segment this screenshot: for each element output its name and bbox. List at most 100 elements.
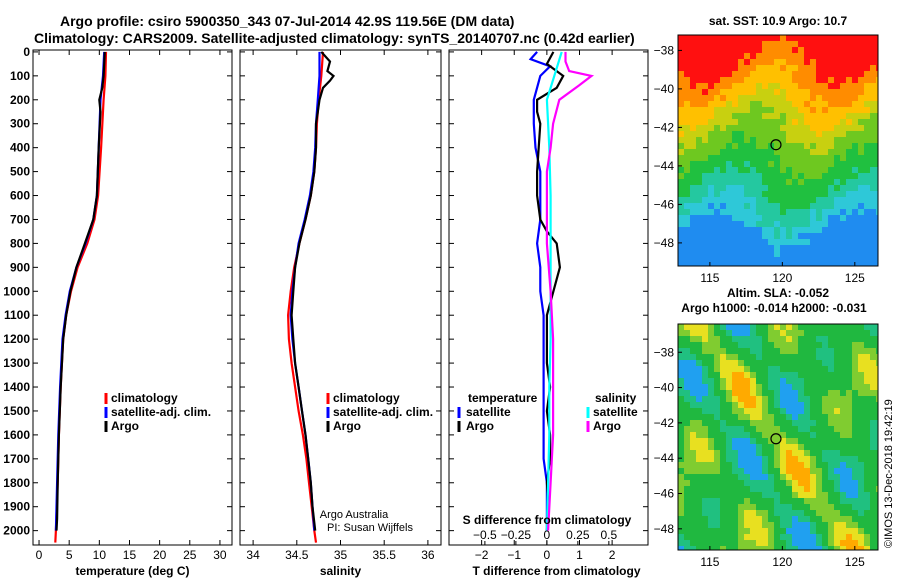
- map-cell: [750, 456, 756, 462]
- map-cell: [678, 161, 684, 167]
- map-cell: [804, 233, 810, 239]
- map-cell: [822, 342, 828, 348]
- map-cell: [744, 89, 750, 95]
- map-cell: [822, 528, 828, 534]
- map-cell: [804, 125, 810, 131]
- map-cell: [858, 390, 864, 396]
- map-cell: [756, 35, 762, 41]
- map-cell: [816, 510, 822, 516]
- map-cell: [708, 414, 714, 420]
- map-cell: [780, 522, 786, 528]
- map-cell: [738, 426, 744, 432]
- map-cell: [750, 498, 756, 504]
- map-cell: [810, 414, 816, 420]
- map-cell: [876, 354, 878, 360]
- map-cell: [810, 65, 816, 71]
- x-tick-label: 35.5: [373, 548, 397, 562]
- map-cell: [708, 179, 714, 185]
- map-cell: [810, 107, 816, 113]
- map-cell: [852, 191, 858, 197]
- map-cell: [678, 155, 684, 161]
- map-cell: [678, 71, 684, 77]
- map-cell: [690, 450, 696, 456]
- map-cell: [870, 378, 876, 384]
- map-cell: [708, 47, 714, 53]
- map-cell: [696, 372, 702, 378]
- map-cell: [690, 185, 696, 191]
- map-cell: [786, 456, 792, 462]
- map-cell: [876, 336, 878, 342]
- map-cell: [804, 65, 810, 71]
- map-cell: [768, 233, 774, 239]
- map-cell: [840, 245, 846, 251]
- map-cell: [846, 480, 852, 486]
- map-cell: [876, 227, 878, 233]
- map-cell: [696, 510, 702, 516]
- map-cell: [810, 179, 816, 185]
- map-cell: [858, 167, 864, 173]
- map-cell: [756, 462, 762, 468]
- map-cell: [858, 77, 864, 83]
- map-cell: [834, 173, 840, 179]
- map-cell: [762, 372, 768, 378]
- map-cell: [756, 65, 762, 71]
- map-cell: [714, 257, 720, 263]
- map-cell: [774, 89, 780, 95]
- map-cell: [846, 47, 852, 53]
- map-cell: [858, 173, 864, 179]
- map-cell: [834, 137, 840, 143]
- map-cell: [870, 456, 876, 462]
- map-cell: [744, 137, 750, 143]
- map-cell: [858, 119, 864, 125]
- map-cell: [756, 167, 762, 173]
- map-cell: [738, 257, 744, 263]
- map-cell: [840, 486, 846, 492]
- map-cell: [822, 209, 828, 215]
- map-cell: [870, 233, 876, 239]
- map-cell: [750, 468, 756, 474]
- map-cell: [804, 546, 810, 550]
- map-cell: [864, 185, 870, 191]
- map-cell: [834, 263, 840, 266]
- map-cell: [792, 510, 798, 516]
- map-cell: [732, 366, 738, 372]
- map-cell: [852, 215, 858, 221]
- map-cell: [678, 390, 684, 396]
- map-cell: [816, 131, 822, 137]
- map-cell: [696, 330, 702, 336]
- map-cell: [780, 480, 786, 486]
- map-cell: [756, 101, 762, 107]
- map-cell: [792, 47, 798, 53]
- map-cell: [858, 251, 864, 257]
- map-cell: [702, 366, 708, 372]
- map-cell: [750, 402, 756, 408]
- map-cell: [726, 444, 732, 450]
- map-cell: [678, 426, 684, 432]
- map-cell: [846, 95, 852, 101]
- map-cell: [696, 534, 702, 540]
- map-cell: [798, 239, 804, 245]
- map-cell: [708, 185, 714, 191]
- map-cell: [840, 492, 846, 498]
- map-cell: [876, 522, 878, 528]
- map-cell: [828, 336, 834, 342]
- map-cell: [852, 504, 858, 510]
- x-tick-label: 20: [153, 548, 167, 562]
- map-cell: [762, 203, 768, 209]
- map-cell: [816, 215, 822, 221]
- map-cell: [702, 474, 708, 480]
- map-cell: [768, 155, 774, 161]
- map-cell: [762, 378, 768, 384]
- map-cell: [756, 227, 762, 233]
- map-cell: [708, 474, 714, 480]
- map-cell: [720, 390, 726, 396]
- map-cell: [750, 95, 756, 101]
- map-cell: [756, 71, 762, 77]
- map-cell: [738, 239, 744, 245]
- map-cell: [828, 239, 834, 245]
- map-cell: [720, 263, 726, 266]
- map-cell: [846, 372, 852, 378]
- map-cell: [726, 474, 732, 480]
- lon-tick-label: 125: [845, 271, 865, 285]
